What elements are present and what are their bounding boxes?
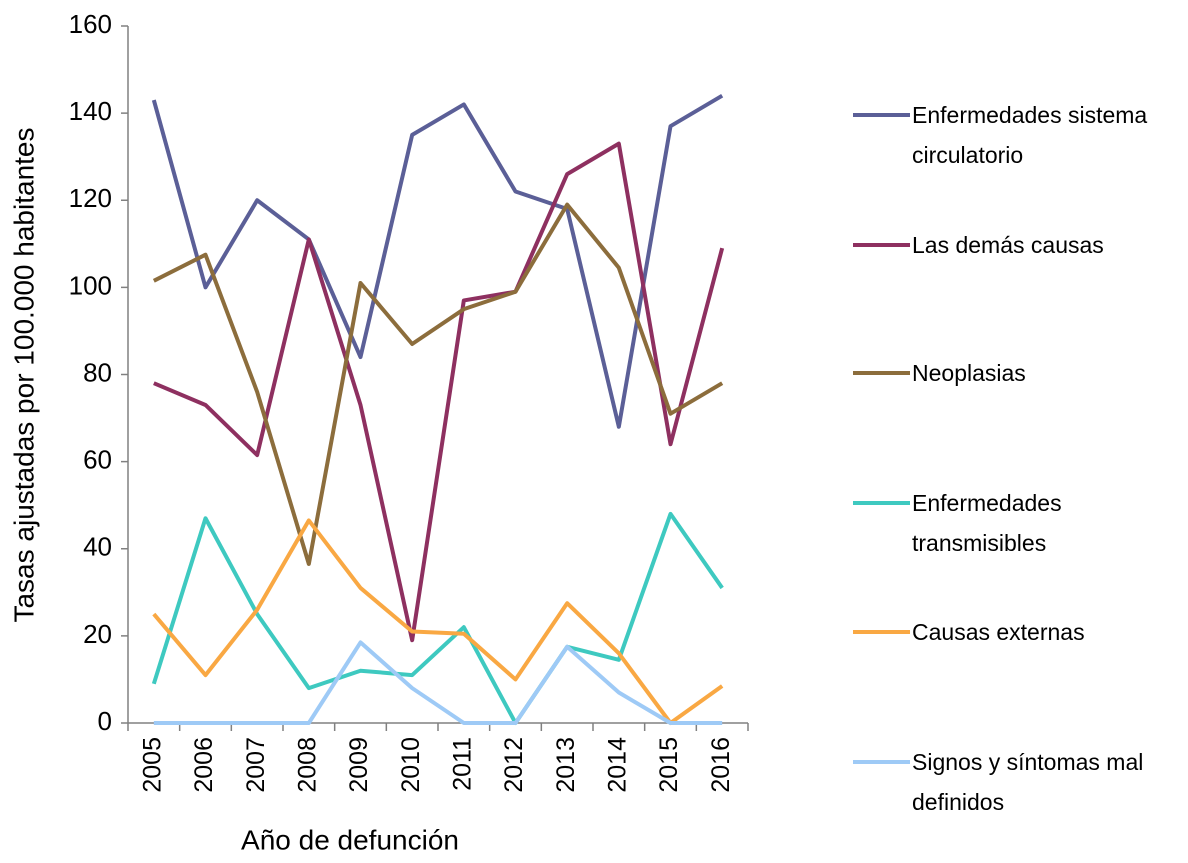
y-tick-label: 40 [83,532,112,562]
x-tick-label: 2008 [293,737,321,793]
y-axis-label: Tasas ajustadas por 100.000 habitantes [8,127,39,622]
x-tick-label: 2014 [603,737,631,793]
x-tick-label: 2006 [190,737,218,793]
legend-label: Las demás causas [912,232,1104,258]
x-tick-label: 2011 [448,737,476,791]
series-line [151,93,724,429]
y-tick-label: 140 [69,96,112,126]
series-line [153,640,723,725]
series-line [152,518,724,725]
series-line [152,202,724,566]
x-tick-label: 2012 [500,737,528,793]
y-tick-label: 60 [83,445,112,475]
x-tick-label: 2007 [242,737,270,793]
x-tick-label: 2013 [552,737,580,793]
x-axis-label: Año de defunción [241,824,459,855]
x-tick-label: 2010 [397,737,425,793]
legend-label: Enfermedades transmisibles [912,490,1062,556]
y-tick-label: 80 [83,357,112,387]
x-tick-label: 2015 [655,737,683,793]
legend-label: Signos y síntomas mal definidos [912,749,1144,815]
y-tick-label: 20 [83,619,112,649]
legend-label: Neoplasias [912,360,1026,386]
y-tick-label: 160 [69,9,112,39]
y-tick-label: 100 [69,270,112,300]
legend-label: Enfermedades sistema circulatorio [912,102,1148,168]
series-line [151,511,724,725]
x-tick-label: 2016 [707,737,735,793]
x-tick-label: 2009 [345,737,373,793]
legend-label: Causas externas [912,619,1085,645]
x-tick-label: 2005 [138,737,166,793]
series-line [153,141,725,643]
y-tick-label: 120 [69,183,112,213]
y-tick-label: 0 [98,706,112,736]
